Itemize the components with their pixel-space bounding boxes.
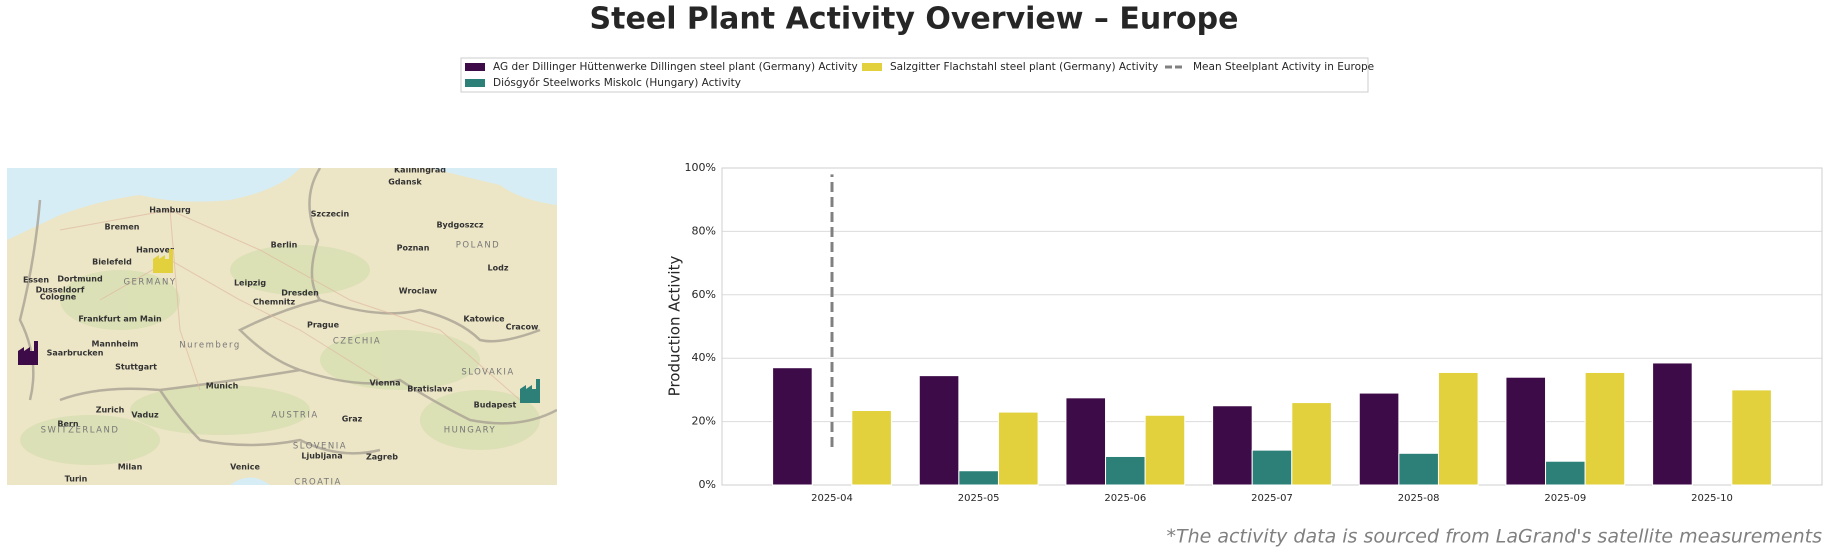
legend-box <box>460 57 1369 93</box>
map-label: Dresden <box>281 289 319 298</box>
map-label: Hamburg <box>149 206 191 215</box>
legend-label: AG der Dillinger Hüttenwerke Dillingen s… <box>493 61 858 73</box>
map-label: Vienna <box>369 379 400 388</box>
map-label: Wroclaw <box>399 287 438 296</box>
map-label: HUNGARY <box>444 426 496 436</box>
map-label: Hanover <box>136 246 174 255</box>
bar <box>1652 362 1693 486</box>
bar <box>1398 452 1439 486</box>
map-label: Vaduz <box>131 411 159 420</box>
chart-title: Steel Plant Activity Overview – Europe <box>590 2 1239 37</box>
y-tick-label: 40% <box>692 351 716 364</box>
map-label: CROATIA <box>294 478 342 488</box>
plant-icon <box>18 341 38 365</box>
bar <box>958 470 999 486</box>
map-label: SWITZERLAND <box>41 426 120 436</box>
legend-label: Diósgyőr Steelworks Miskolc (Hungary) Ac… <box>493 77 741 89</box>
y-tick-label: 0% <box>699 478 716 491</box>
legend-swatch <box>465 63 485 71</box>
map-label: Cologne <box>40 293 77 302</box>
map-label: Bremen <box>105 223 140 232</box>
legend-swatch <box>465 79 485 87</box>
bar <box>1358 392 1400 486</box>
map-label: POLAND <box>456 241 500 251</box>
map-label: Munich <box>206 382 239 391</box>
y-tick-label: 60% <box>692 288 716 301</box>
x-tick-label: 2025-04 <box>811 493 853 504</box>
y-tick-label: 20% <box>692 415 716 428</box>
bar <box>1584 371 1626 486</box>
plant-icon <box>520 379 540 403</box>
map-label: Dortmund <box>57 275 103 284</box>
legend-label: Mean Steelplant Activity in Europe <box>1193 61 1374 73</box>
map-label: Saarbrucken <box>47 349 104 358</box>
bar <box>1212 405 1253 486</box>
bar <box>1437 371 1479 486</box>
y-tick-label: 100% <box>685 161 716 174</box>
map-label: Poznan <box>397 244 430 253</box>
bar <box>772 367 813 486</box>
bar <box>1505 376 1547 486</box>
map-label: Prague <box>307 321 340 330</box>
map-label: Mannheim <box>92 340 139 349</box>
map-label: Bratislava <box>407 385 453 394</box>
bar <box>1731 389 1772 486</box>
bar <box>1065 397 1107 486</box>
bar <box>1251 449 1293 486</box>
map-label: Chemnitz <box>253 298 296 307</box>
map-label: Ljubljana <box>301 452 342 461</box>
map-label: Bydgoszcz <box>436 221 483 230</box>
x-tick-label: 2025-08 <box>1398 493 1440 504</box>
map-label: Turin <box>65 475 88 484</box>
map-label: CZECHIA <box>333 337 381 347</box>
y-tick-label: 80% <box>692 224 716 237</box>
map-label: Cracow <box>506 323 539 332</box>
map <box>7 168 557 485</box>
map-label: Leipzig <box>234 279 266 288</box>
map-label: Nuremberg <box>179 341 240 351</box>
map-label: Graz <box>342 415 363 424</box>
plant-icon <box>153 249 173 273</box>
map-label: Szczecin <box>311 210 350 219</box>
legend-swatch <box>862 63 882 71</box>
map-label: SLOVAKIA <box>461 368 514 378</box>
map-label: GERMANY <box>123 278 176 288</box>
y-axis-label: Production Activity <box>666 256 684 397</box>
map-label: Dusseldorf <box>36 286 85 295</box>
bar <box>1144 414 1186 486</box>
map-label: Katowice <box>463 315 505 324</box>
x-tick-label: 2025-10 <box>1691 493 1733 504</box>
map-label: Milan <box>118 463 143 472</box>
map-label: Frankfurt am Main <box>78 315 162 324</box>
map-label: Gdansk <box>388 178 422 187</box>
map-label: Stuttgart <box>115 363 157 372</box>
footnote: *The activity data is sourced from LaGra… <box>1166 526 1822 548</box>
map-label: Bielefeld <box>92 258 132 267</box>
map-label: Essen <box>23 276 49 285</box>
x-tick-label: 2025-09 <box>1544 493 1586 504</box>
x-tick-label: 2025-06 <box>1104 493 1146 504</box>
map-label: Budapest <box>474 401 517 410</box>
bar <box>1105 455 1146 486</box>
map-label: Zagreb <box>366 453 398 462</box>
map-label: Lodz <box>488 264 509 273</box>
map-label: Zurich <box>96 406 125 415</box>
bar <box>851 410 892 486</box>
bar <box>1291 402 1332 486</box>
bar <box>918 375 960 486</box>
map-label: SLOVENIA <box>293 442 347 452</box>
map-label: Kaliningrad <box>394 166 446 175</box>
bar <box>1545 460 1586 486</box>
map-label: Berlin <box>271 241 298 250</box>
legend-label: Salzgitter Flachstahl steel plant (Germa… <box>890 61 1158 73</box>
map-label: Venice <box>230 463 260 472</box>
x-tick-label: 2025-05 <box>958 493 1000 504</box>
map-label: AUSTRIA <box>271 411 318 421</box>
bar <box>997 411 1039 486</box>
map-label: Bern <box>57 420 78 429</box>
x-tick-label: 2025-07 <box>1251 493 1293 504</box>
